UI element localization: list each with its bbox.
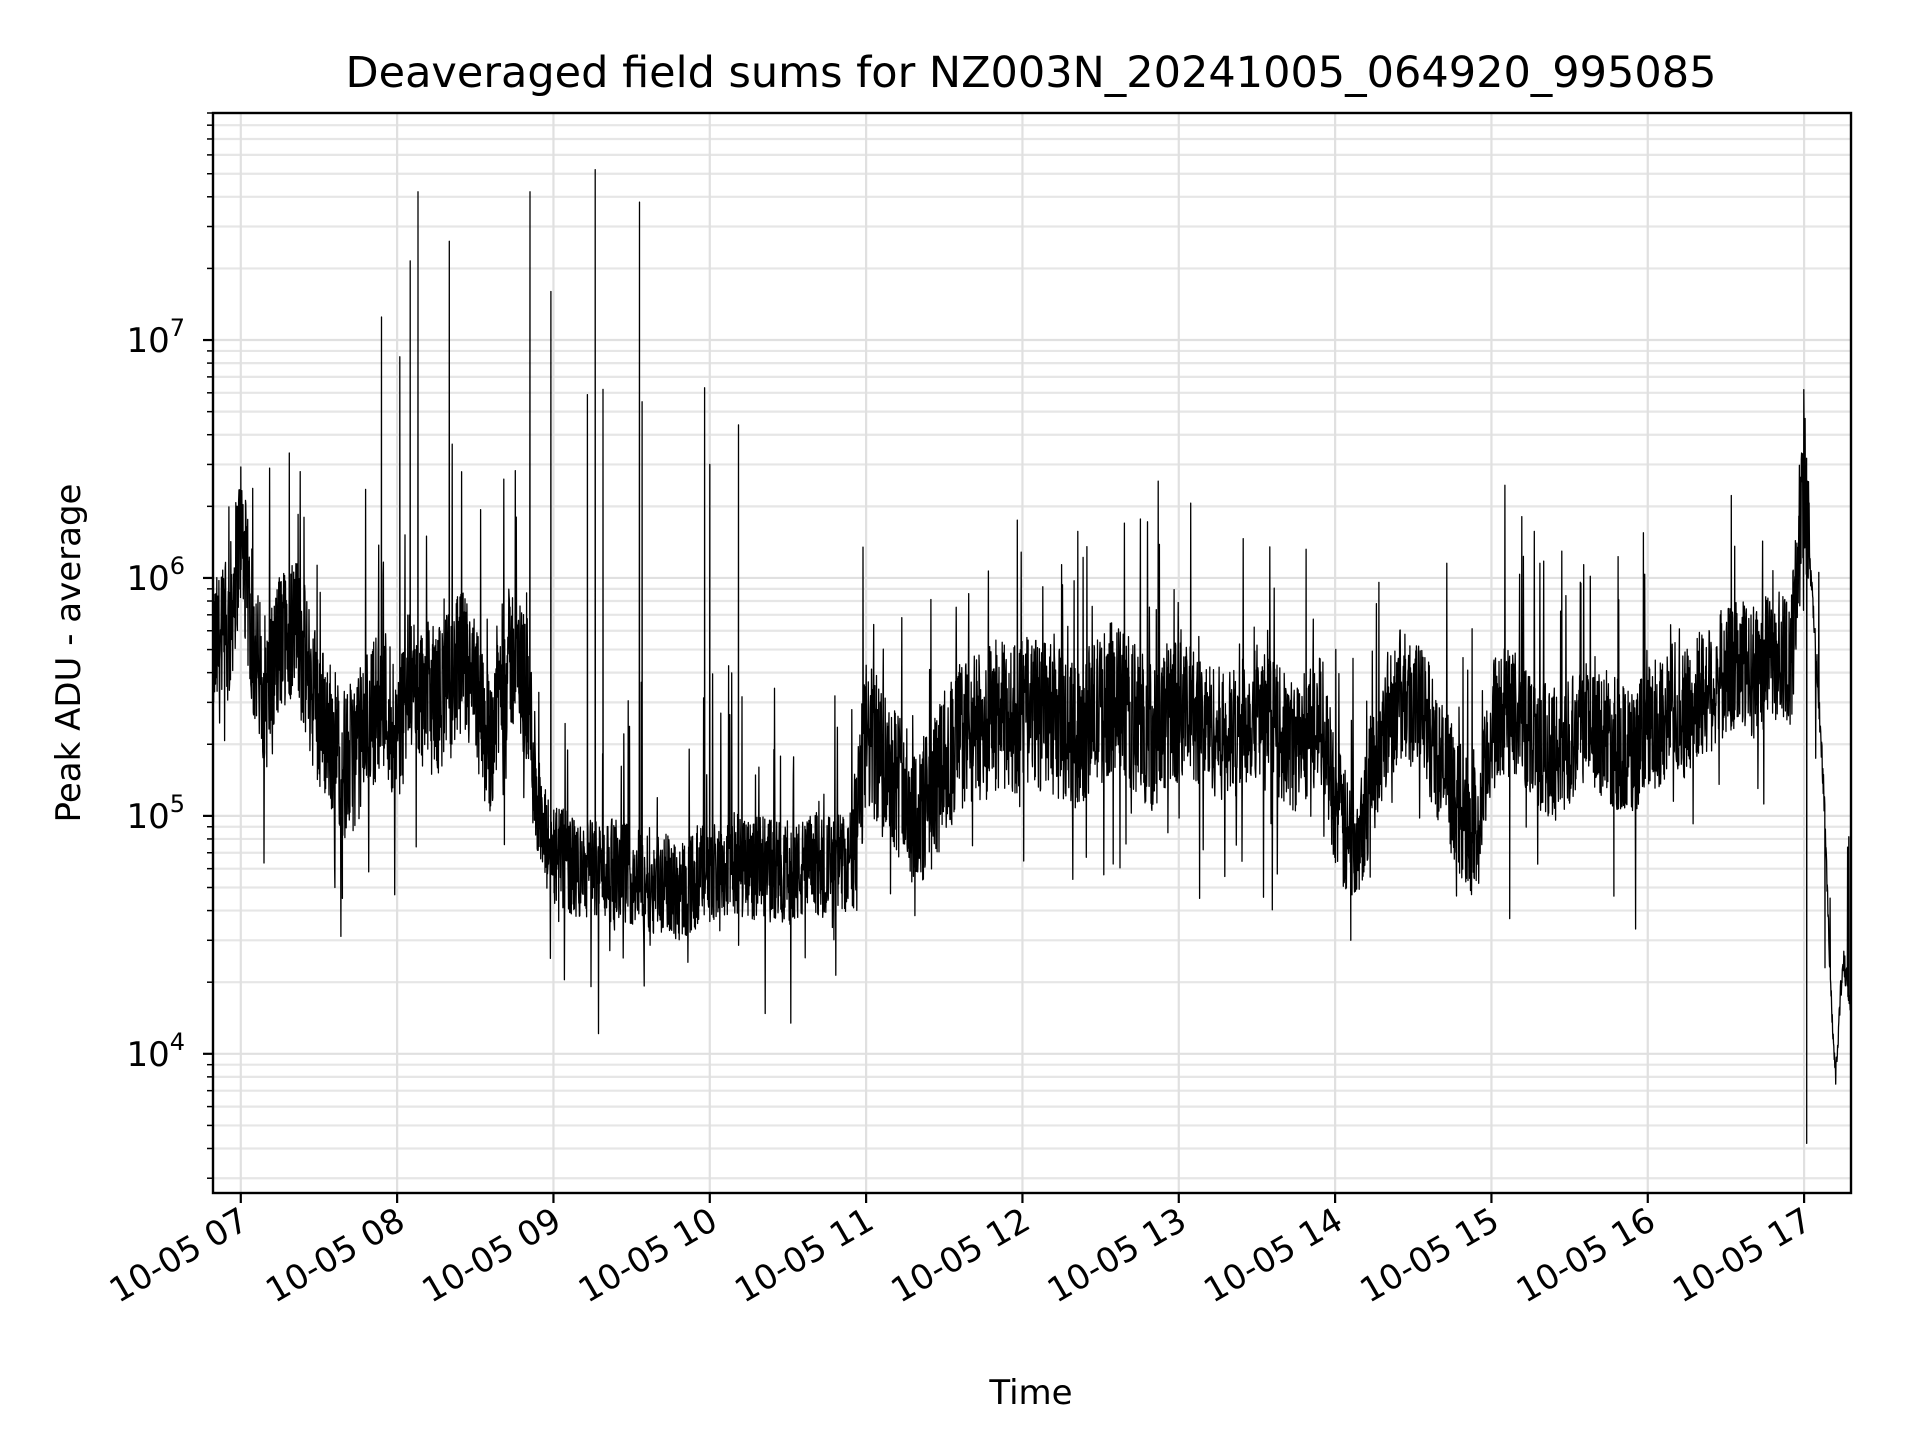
chart-title: Deaveraged field sums for NZ003N_2024100… <box>346 48 1717 98</box>
plot-frame <box>211 111 1853 1195</box>
y-tick-base: 10 <box>126 797 169 837</box>
y-tick-base: 10 <box>126 559 169 599</box>
y-tick-exponent: 5 <box>170 790 185 818</box>
y-tick-label: 104 <box>126 1028 185 1075</box>
y-tick-label: 107 <box>126 314 185 361</box>
x-axis-label: Time <box>988 1373 1072 1413</box>
y-tick-label: 106 <box>126 552 185 599</box>
y-tick-exponent: 7 <box>170 314 185 342</box>
y-tick-base: 10 <box>126 321 169 361</box>
series-layer <box>212 169 1852 1145</box>
y-axis-label: Peak ADU - average <box>49 484 89 823</box>
y-tick-exponent: 6 <box>170 552 185 580</box>
y-tick-exponent: 4 <box>170 1028 185 1056</box>
series-line-peak-adu <box>212 169 1852 1145</box>
grid-layer <box>213 111 1851 1193</box>
y-tick-label: 105 <box>126 790 185 837</box>
y-tick-base: 10 <box>126 1035 169 1075</box>
